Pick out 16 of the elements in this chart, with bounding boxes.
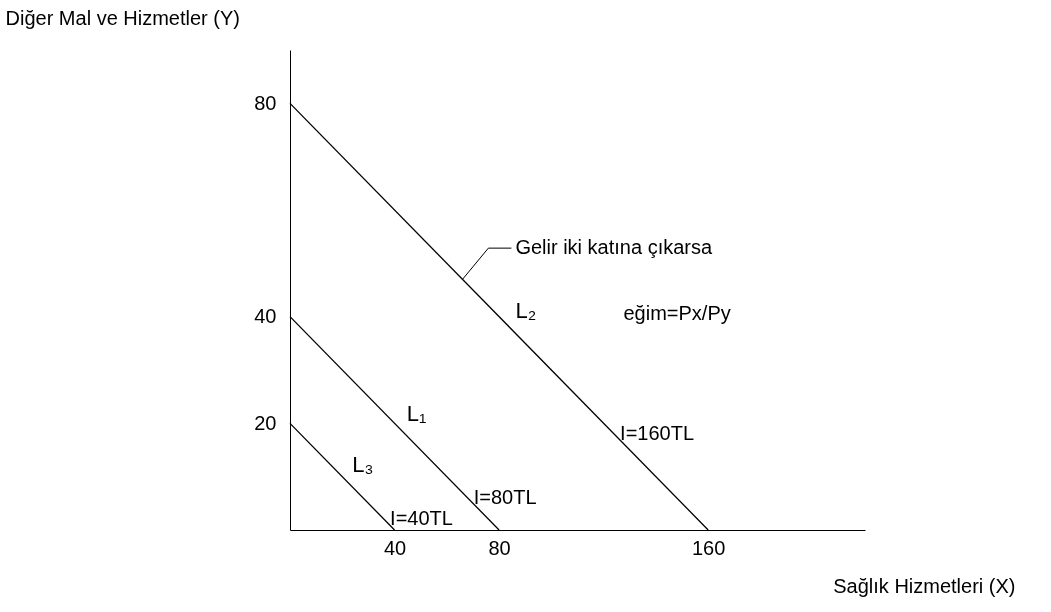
annotation: Gelir iki katına çıkarsa — [515, 236, 713, 259]
y-tick-label: 80 — [254, 91, 277, 114]
annotation: eğim=Px/Py — [623, 302, 731, 324]
y-axis-title: Diğer Mal ve Hizmetler (Y) — [5, 6, 240, 29]
x-tick-label: 40 — [383, 536, 407, 559]
series-label: L₁ — [406, 400, 427, 426]
series-label: L₂ — [515, 298, 537, 324]
annotation: I=40TL — [390, 507, 453, 530]
x-tick-label: 160 — [691, 536, 726, 559]
y-tick-label: 40 — [254, 305, 277, 328]
annotation: I=160TL — [620, 422, 695, 444]
y-tick-label: 20 — [254, 411, 277, 434]
series-label: L₃ — [352, 451, 374, 477]
x-tick-label: 80 — [488, 536, 511, 559]
annotation: I=80TL — [473, 486, 537, 508]
x-axis-title: Sağlık Hizmetleri (X) — [833, 574, 1016, 597]
